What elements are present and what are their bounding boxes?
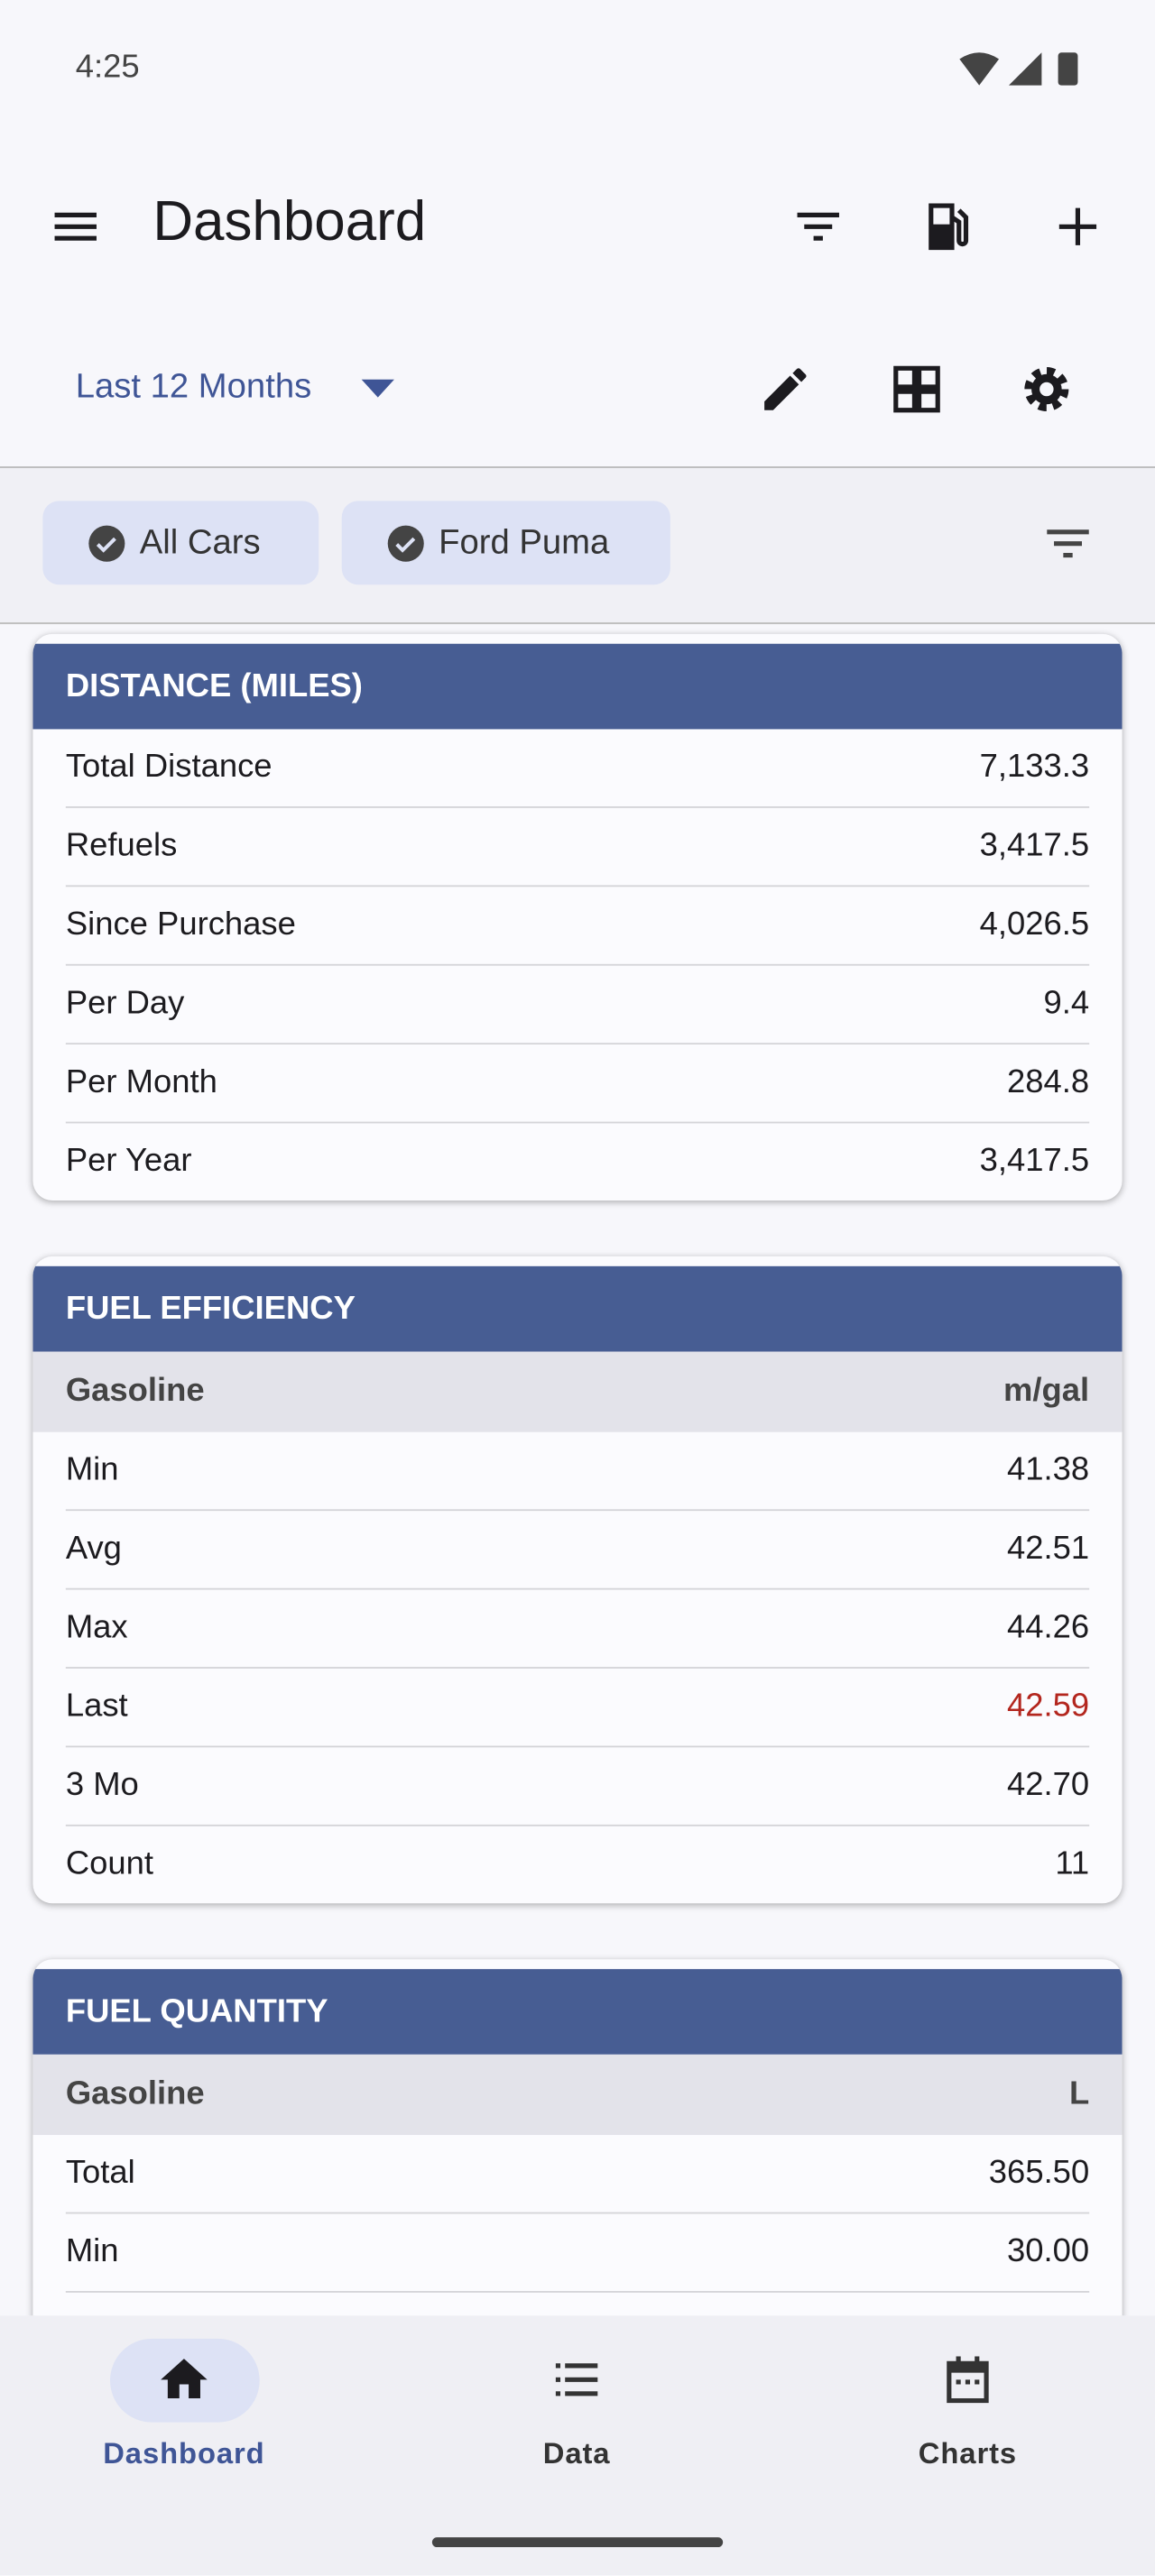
stat-value: 41.38 — [1007, 1451, 1090, 1488]
stat-value: 9.4 — [1043, 985, 1090, 1022]
fuel-button[interactable] — [921, 198, 977, 254]
stat-row: Total Distance 7,133.3 — [65, 729, 1090, 808]
add-button[interactable] — [1049, 198, 1105, 254]
stat-value: 42.51 — [1007, 1530, 1090, 1568]
stat-label: Per Year — [65, 1143, 192, 1180]
charts-icon[interactable] — [939, 2351, 995, 2407]
stat-label: Since Purchase — [65, 906, 296, 943]
card-title: FUEL EFFICIENCY — [32, 1265, 1123, 1352]
stat-label: Avg — [65, 1530, 122, 1568]
stat-card: FUEL EFFICIENCY Gasoline m/gal Min 41.38 Avg 4… — [32, 1256, 1123, 1904]
check-icon — [88, 524, 125, 561]
stat-value: 3,417.5 — [979, 1143, 1090, 1180]
stat-label: Last — [65, 1688, 128, 1725]
nav-label[interactable]: Data — [542, 2437, 611, 2470]
stat-label: Per Day — [65, 985, 185, 1022]
stat-value: 284.8 — [1007, 1063, 1090, 1100]
stat-row: Total 365.50 — [65, 2135, 1090, 2214]
home-icon[interactable] — [156, 2351, 212, 2407]
status-time: 4:25 — [75, 49, 140, 86]
unit: m/gal — [1003, 1373, 1090, 1410]
stat-label: 3 Mo — [65, 1767, 139, 1804]
stat-row: Min 30.00 — [65, 2213, 1090, 2293]
stat-row: 3 Mo 42.70 — [65, 1747, 1090, 1826]
app-title: Dashboard — [152, 190, 427, 253]
stat-label: Max — [65, 1609, 128, 1646]
period-selector[interactable]: Last 12 Months — [75, 367, 312, 406]
stat-row: Since Purchase 4,026.5 — [65, 887, 1090, 966]
stat-row: Per Day 9.4 — [65, 966, 1090, 1045]
status-icons — [959, 52, 1078, 86]
nav-label[interactable]: Charts — [918, 2437, 1018, 2470]
card-rows: Total Distance 7,133.3 Refuels 3,417.5 Since… — [32, 729, 1122, 1201]
card-title: DISTANCE (MILES) — [32, 643, 1123, 730]
stat-label: Refuels — [65, 827, 178, 864]
check-icon — [387, 524, 424, 561]
card-list: DISTANCE (MILES) Total Distance 7,133.3 Ref… — [0, 622, 1155, 2316]
chip-filter-button[interactable] — [1040, 516, 1096, 572]
home-indicator — [431, 2537, 724, 2548]
card-rows: Min 41.38 Avg 42.51 Max 44.26 Last 42.59 3 Mo 42.… — [32, 1432, 1122, 1904]
card-title: FUEL QUANTITY — [32, 1969, 1123, 2055]
card-subheader: Gasoline m/gal — [32, 1351, 1123, 1432]
stat-card: FUEL QUANTITY Gasoline L Total 365.50 Min 30.0… — [32, 1959, 1123, 2316]
stat-label: Min — [65, 1451, 119, 1488]
stat-row: Min 41.38 — [65, 1432, 1090, 1512]
stat-row: Avg 42.51 — [65, 1511, 1090, 1590]
stat-row: Avg 33.23 — [66, 2293, 1089, 2316]
stat-value: 365.50 — [988, 2154, 1090, 2191]
stat-value: 30.00 — [1007, 2233, 1090, 2270]
card-rows: Total 365.50 Min 30.00 Avg 33.23 — [32, 2135, 1122, 2315]
unit: L — [1068, 2075, 1090, 2112]
stat-row: Per Year 3,417.5 — [66, 1123, 1089, 1201]
card-subheader: Gasoline L — [32, 2054, 1123, 2136]
chip-label: All Cars — [139, 522, 261, 561]
stat-row: Refuels 3,417.5 — [65, 808, 1090, 888]
stat-value: 4,026.5 — [979, 906, 1090, 943]
filter-button[interactable] — [790, 198, 846, 254]
stat-row: Max 44.26 — [65, 1590, 1090, 1669]
stat-label: Total Distance — [65, 749, 273, 786]
stat-row: Last 42.59 — [65, 1669, 1090, 1748]
data-icon[interactable] — [549, 2351, 605, 2407]
chip-label: Ford Puma — [439, 522, 610, 561]
stat-label: Total — [65, 2154, 135, 2191]
stat-label: Avg — [66, 2313, 122, 2316]
stat-value: 33.23 — [1007, 2313, 1089, 2316]
dropdown-arrow[interactable] — [361, 379, 394, 400]
fuel-type: Gasoline — [65, 1373, 205, 1410]
stat-row: Count 11 — [66, 1826, 1089, 1904]
layout-button[interactable] — [889, 362, 945, 418]
fuel-type: Gasoline — [65, 2075, 205, 2112]
stat-label: Per Month — [65, 1063, 217, 1100]
stat-value: 7,133.3 — [979, 749, 1090, 786]
chip[interactable]: Ford Puma — [341, 501, 670, 585]
stat-row: Per Month 284.8 — [65, 1044, 1090, 1124]
chip[interactable]: All Cars — [42, 501, 319, 585]
stat-value: 42.70 — [1007, 1767, 1090, 1804]
nav-label[interactable]: Dashboard — [103, 2437, 265, 2470]
stat-value: 11 — [1055, 1845, 1090, 1882]
settings-button[interactable] — [1019, 362, 1075, 418]
stat-label: Count — [65, 1845, 154, 1882]
edit-button[interactable] — [757, 362, 813, 418]
stat-value: 44.26 — [1007, 1609, 1090, 1646]
stat-card: DISTANCE (MILES) Total Distance 7,133.3 Ref… — [32, 633, 1123, 1201]
stat-value: 42.59 — [1007, 1688, 1090, 1725]
menu-button[interactable] — [48, 198, 104, 254]
stat-label: Min — [65, 2233, 119, 2270]
stat-value: 3,417.5 — [979, 827, 1090, 864]
